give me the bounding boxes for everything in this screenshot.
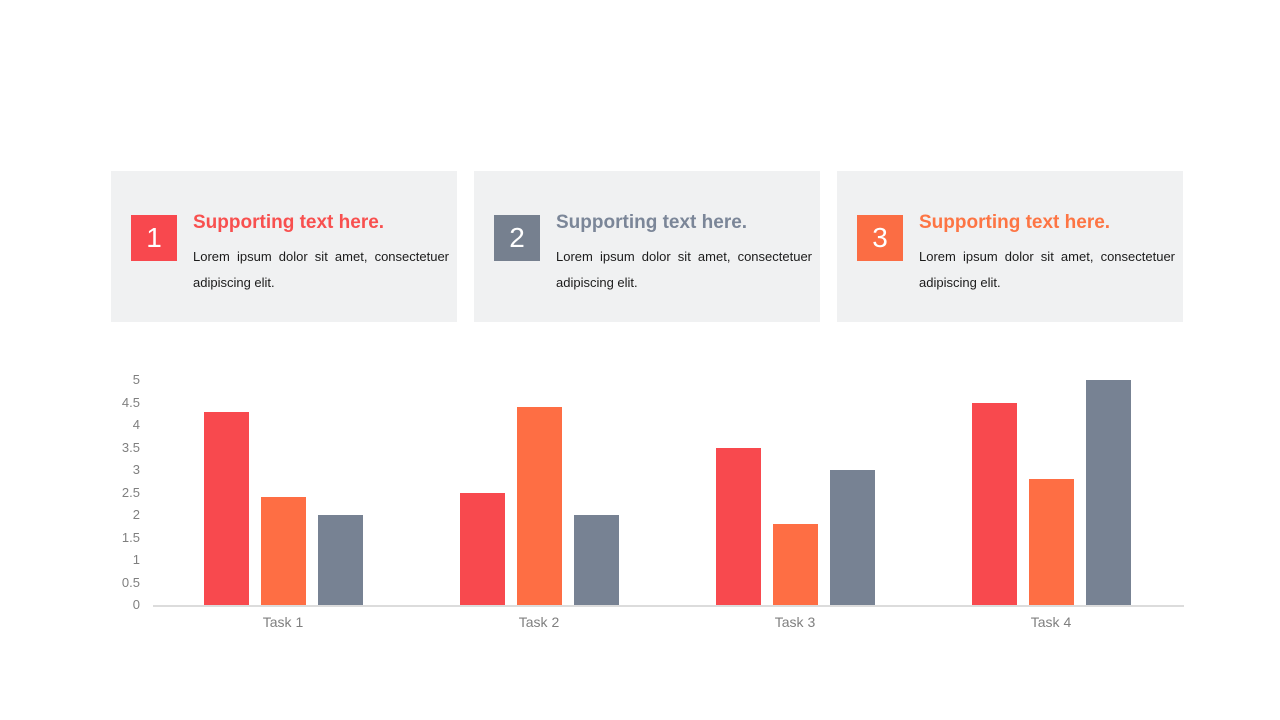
bar-gray-task-3 xyxy=(829,470,875,605)
card-body-text: Lorem ipsum dolor sit amet, consectetuer… xyxy=(193,249,449,290)
bar-gray-task-1 xyxy=(317,515,363,605)
y-axis-tick-label: 3.5 xyxy=(121,439,140,455)
x-axis-category-label: Task 3 xyxy=(774,614,816,630)
y-axis-tick-label: 4.5 xyxy=(121,394,140,410)
y-axis-tick-label: 0.5 xyxy=(121,574,140,590)
bar-orange-task-1 xyxy=(260,497,306,605)
y-axis-tick-label: 5 xyxy=(132,372,140,387)
y-axis-tick-label: 1 xyxy=(132,552,140,567)
number-badge: 2 xyxy=(494,215,540,261)
card-heading: Supporting text here. xyxy=(193,212,385,233)
y-axis-tick-label: 4 xyxy=(132,417,140,432)
card-body-text: Lorem ipsum dolor sit amet, consectetuer… xyxy=(556,249,812,290)
bar-red-task-3 xyxy=(715,447,761,605)
x-axis-category-label: Task 1 xyxy=(262,614,304,630)
card-2: 2 Supporting text here. Lorem ipsum dolo… xyxy=(474,171,820,322)
y-axis-tick-label: 2.5 xyxy=(121,484,140,500)
x-axis-line xyxy=(153,605,1184,607)
bar-red-task-1 xyxy=(203,411,249,605)
bar-orange-task-2 xyxy=(516,407,562,605)
y-axis-tick-label: 1.5 xyxy=(121,529,140,545)
x-axis-category-label: Task 4 xyxy=(1030,614,1072,630)
card-content: Supporting text here. Lorem ipsum dolor … xyxy=(556,211,812,296)
card-content: Supporting text here. Lorem ipsum dolor … xyxy=(919,211,1175,296)
card-content: Supporting text here. Lorem ipsum dolor … xyxy=(193,211,449,296)
card-body-text: Lorem ipsum dolor sit amet, consectetuer… xyxy=(919,249,1175,290)
card-3: 3 Supporting text here. Lorem ipsum dolo… xyxy=(837,171,1183,322)
bar-red-task-4 xyxy=(971,402,1017,605)
card-heading: Supporting text here. xyxy=(556,212,748,233)
number-badge: 1 xyxy=(131,215,177,261)
x-axis-category-label: Task 2 xyxy=(518,614,560,630)
bar-gray-task-2 xyxy=(573,515,619,605)
bar-orange-task-3 xyxy=(772,524,818,605)
card-heading: Supporting text here. xyxy=(919,212,1111,233)
y-axis-tick-label: 0 xyxy=(132,597,140,612)
bar-red-task-2 xyxy=(459,492,505,605)
y-axis-tick-label: 3 xyxy=(132,462,140,477)
card-1: 1 Supporting text here. Lorem ipsum dolo… xyxy=(111,171,457,322)
supporting-cards-row: 1 Supporting text here. Lorem ipsum dolo… xyxy=(111,171,1183,322)
bar-orange-task-4 xyxy=(1028,479,1074,605)
number-badge: 3 xyxy=(857,215,903,261)
y-axis-tick-label: 2 xyxy=(132,507,140,522)
bar-gray-task-4 xyxy=(1085,380,1131,605)
